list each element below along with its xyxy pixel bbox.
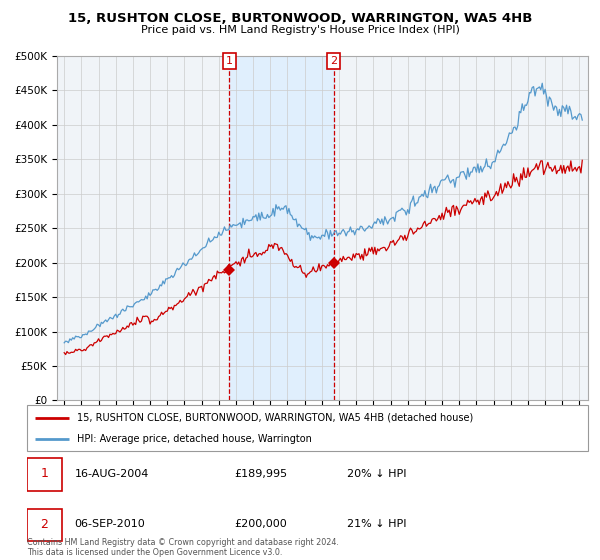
Text: 2: 2 [40,518,49,531]
Text: 1: 1 [40,468,49,480]
Text: £189,995: £189,995 [235,469,287,479]
FancyBboxPatch shape [27,405,588,451]
Text: 1: 1 [226,56,233,66]
Text: 21% ↓ HPI: 21% ↓ HPI [347,519,406,529]
Text: 16-AUG-2004: 16-AUG-2004 [74,469,149,479]
Text: 15, RUSHTON CLOSE, BURTONWOOD, WARRINGTON, WA5 4HB: 15, RUSHTON CLOSE, BURTONWOOD, WARRINGTO… [68,12,532,25]
Text: Contains HM Land Registry data © Crown copyright and database right 2024.
This d: Contains HM Land Registry data © Crown c… [27,538,339,557]
Text: 20% ↓ HPI: 20% ↓ HPI [347,469,406,479]
Text: 06-SEP-2010: 06-SEP-2010 [74,519,145,529]
Text: 2: 2 [330,56,337,66]
Text: 15, RUSHTON CLOSE, BURTONWOOD, WARRINGTON, WA5 4HB (detached house): 15, RUSHTON CLOSE, BURTONWOOD, WARRINGTO… [77,413,474,423]
FancyBboxPatch shape [27,508,62,542]
FancyBboxPatch shape [27,458,62,491]
Text: Price paid vs. HM Land Registry's House Price Index (HPI): Price paid vs. HM Land Registry's House … [140,25,460,35]
Text: £200,000: £200,000 [235,519,287,529]
Text: HPI: Average price, detached house, Warrington: HPI: Average price, detached house, Warr… [77,435,313,444]
Bar [229,56,334,400]
